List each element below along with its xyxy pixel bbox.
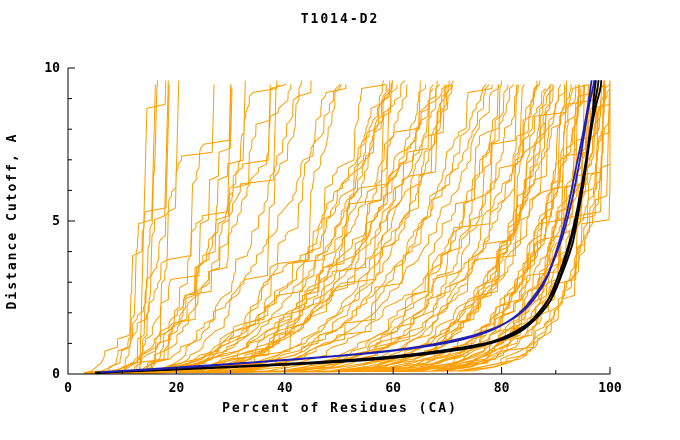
x-tick-label: 60: [385, 381, 401, 396]
highlight-curves: [95, 80, 603, 374]
x-tick-label: 20: [169, 381, 185, 396]
x-tick-label: 100: [598, 381, 622, 396]
x-tick-label: 0: [64, 381, 72, 396]
model-black-3: [95, 80, 600, 374]
x-tick-label: 80: [494, 381, 510, 396]
y-axis-label: Distance Cutoff, A: [5, 132, 20, 310]
x-tick-label: 40: [277, 381, 293, 396]
chart-title: T1014-D2: [300, 12, 380, 27]
y-tick-label: 0: [52, 367, 60, 382]
y-tick-label: 10: [44, 61, 60, 76]
axis-ticks: [67, 67, 611, 375]
model-black-2: [100, 80, 603, 374]
model-blue-2: [105, 80, 596, 373]
y-tick-label: 5: [52, 214, 60, 229]
x-axis-label: Percent of Residues (CA): [222, 401, 458, 416]
tick-labels: 0 20 40 60 80 100 0 5 10: [44, 61, 622, 396]
ensemble-curves: [84, 80, 611, 374]
